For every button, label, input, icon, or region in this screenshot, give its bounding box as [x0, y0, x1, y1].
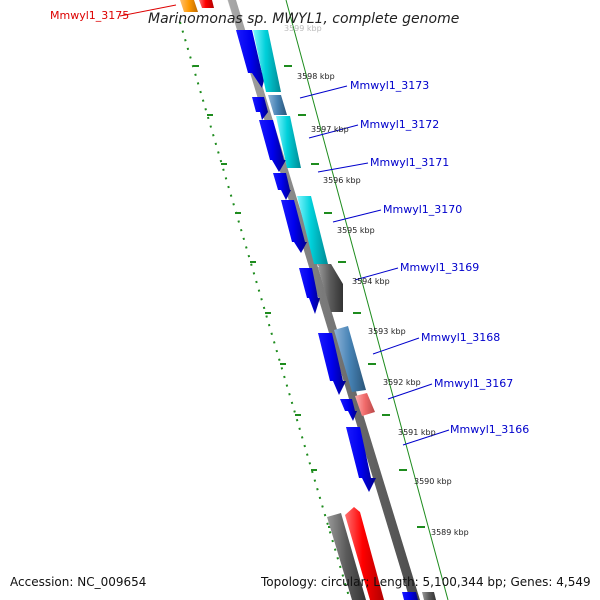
gene-forward [236, 30, 266, 88]
gene-label[interactable]: Mmwyl1_3173 [350, 79, 429, 92]
gene-reverse-gray [327, 513, 366, 600]
gene-reverse-gray-lower [318, 264, 343, 312]
gene-forward [346, 427, 376, 492]
forward-strand-genes [236, 30, 418, 600]
accession-text: Accession: NC_009654 [10, 575, 146, 589]
gene-reverse-steel [334, 326, 366, 392]
gene-label[interactable]: Mmwyl1_3170 [383, 203, 462, 216]
ruler-major-ticks [284, 65, 425, 528]
kbp-label: 3593 kbp [368, 327, 406, 336]
kbp-label: 3597 kbp [311, 125, 349, 134]
gene-label[interactable]: Mmwyl1_3168 [421, 331, 500, 344]
kbp-label: 3595 kbp [337, 226, 375, 235]
gene-label[interactable]: Mmwyl1_3169 [400, 261, 479, 274]
gene-forward [340, 399, 357, 421]
gene-reverse-steel [268, 95, 287, 115]
gene-forward [281, 200, 307, 253]
kbp-label: 3596 kbp [323, 176, 361, 185]
gene-reverse-gray [422, 592, 436, 600]
gene-label[interactable]: Mmwyl1_3167 [434, 377, 513, 390]
label-leader-lines [119, 4, 450, 446]
gene-reverse-pink [355, 393, 375, 416]
topology-text: Topology: circular; Length: 5,100,344 bp… [260, 575, 591, 589]
ruler-line [285, 0, 449, 600]
gene-label[interactable]: Mmwyl1_3175 [50, 9, 129, 22]
gene-reverse-cyan [253, 30, 281, 92]
gene-reverse-orange [180, 0, 198, 12]
reverse-strand-genes [180, 0, 436, 600]
gene-label[interactable]: Mmwyl1_3171 [370, 156, 449, 169]
kbp-label: 3598 kbp [297, 72, 335, 81]
gene-label[interactable]: Mmwyl1_3166 [450, 423, 529, 436]
gene-reverse-cyan [276, 116, 301, 168]
gene-reverse-red [345, 507, 384, 600]
gene-reverse-cyan [297, 196, 328, 264]
kbp-labels: 3598 kbp 3597 kbp 3596 kbp 3595 kbp 3594… [297, 72, 469, 537]
gene-forward [299, 268, 320, 314]
kbp-label: 3594 kbp [352, 277, 390, 286]
kbp-label: 3589 kbp [431, 528, 469, 537]
genome-title: Marinomonas sp. MWYL1, complete genome [148, 11, 459, 27]
gene-forward [259, 120, 286, 172]
gene-forward [273, 173, 291, 200]
gene-labels: Mmwyl1_3175 Mmwyl1_3173 Mmwyl1_3172 Mmwy… [50, 9, 529, 436]
gene-forward [402, 592, 418, 600]
kbp-label: 3591 kbp [398, 428, 436, 437]
gene-label[interactable]: Mmwyl1_3172 [360, 118, 439, 131]
outer-ring-dotted [179, 21, 351, 600]
top-kbp-label: 3599 kbp [284, 24, 322, 33]
gene-reverse-red [199, 0, 214, 8]
gene-forward [252, 97, 268, 120]
kbp-label: 3592 kbp [383, 378, 421, 387]
gene-forward [318, 333, 346, 395]
kbp-label: 3590 kbp [414, 477, 452, 486]
